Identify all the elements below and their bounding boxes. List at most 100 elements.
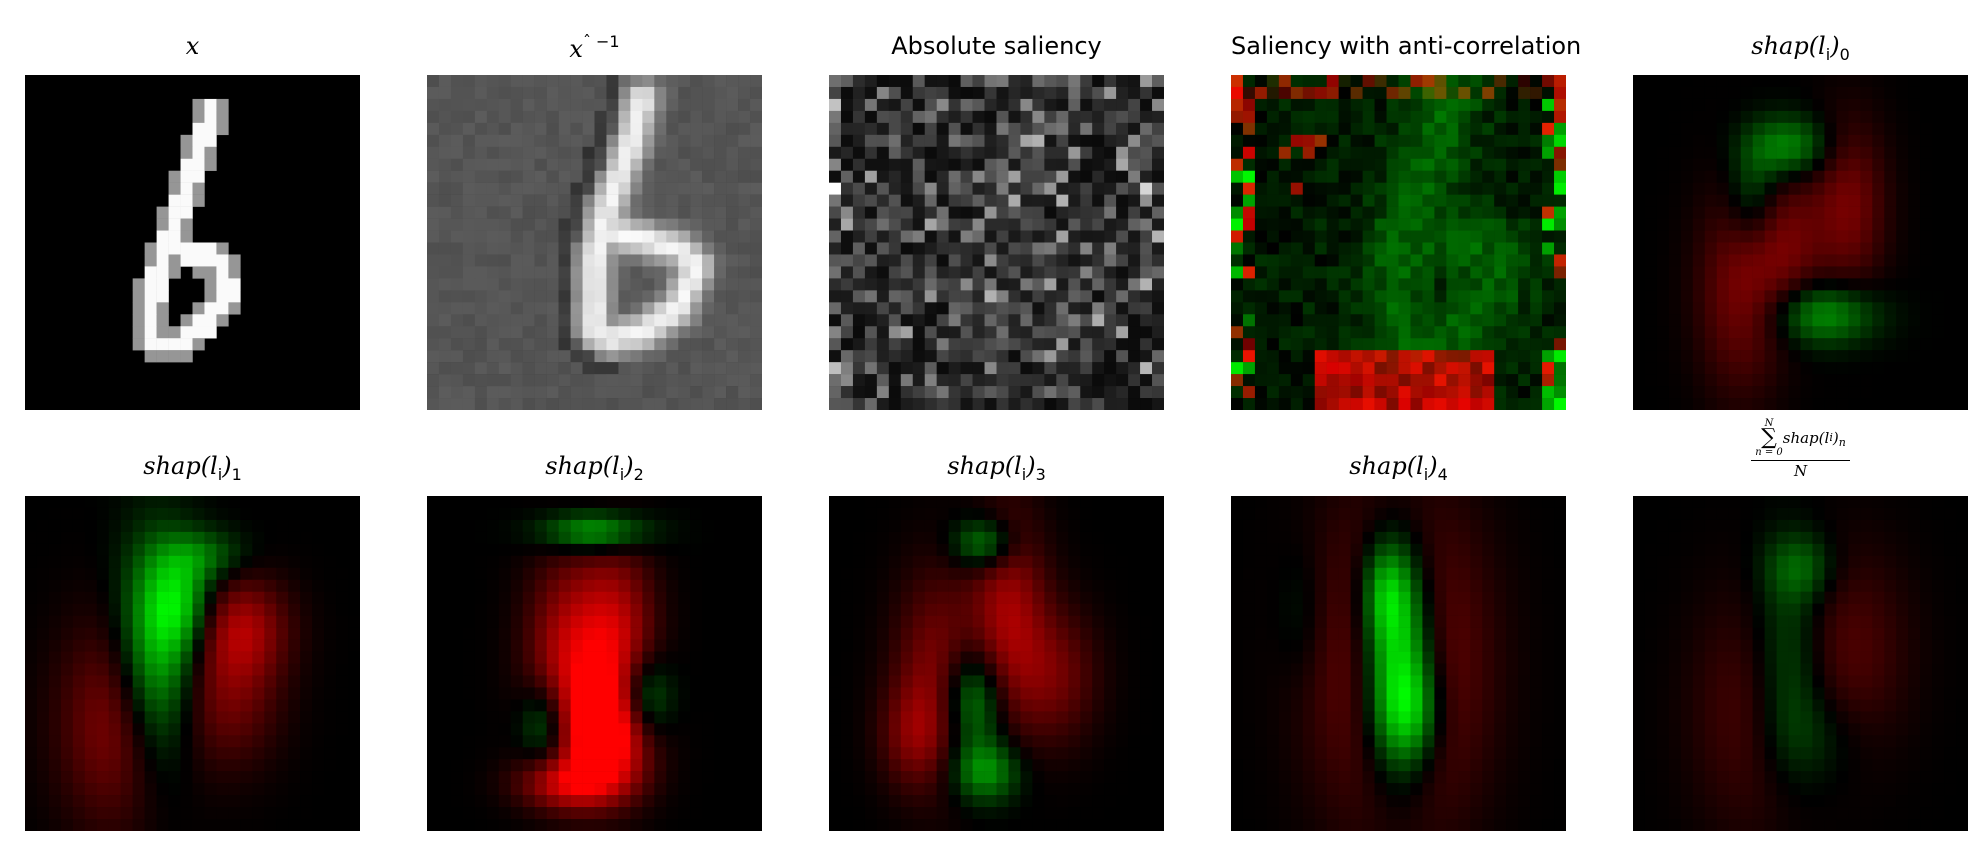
pixel (912, 326, 925, 339)
pixel (1290, 374, 1304, 387)
pixel (948, 194, 961, 207)
pixel (1944, 386, 1957, 399)
pixel (180, 206, 193, 219)
pixel (252, 579, 265, 592)
pixel (1104, 374, 1117, 387)
pixel (1128, 531, 1141, 545)
pixel (558, 807, 571, 820)
pixel (192, 639, 205, 652)
pixel (948, 75, 961, 88)
pixel (750, 75, 762, 88)
pixel (96, 771, 109, 784)
pixel (1956, 386, 1968, 399)
pixel (570, 579, 583, 592)
pixel (1788, 146, 1801, 159)
pixel (438, 206, 452, 219)
pixel (510, 386, 523, 399)
pixel (1290, 218, 1304, 231)
pixel (1231, 182, 1244, 195)
pixel (1633, 362, 1646, 375)
pixel (1633, 170, 1646, 183)
pixel (427, 807, 440, 820)
pixel (522, 783, 535, 796)
pixel (606, 266, 619, 279)
pixel (750, 663, 762, 676)
pixel (888, 326, 902, 339)
pixel (829, 519, 842, 533)
pixel (1231, 374, 1244, 387)
pixel (1788, 302, 1801, 315)
pixel (618, 350, 631, 363)
title-text: shap(l (143, 452, 218, 480)
pixel (1278, 326, 1292, 339)
pixel (168, 771, 181, 784)
pixel (570, 386, 583, 399)
pixel (1470, 122, 1483, 136)
pixel (582, 206, 595, 219)
pixel (924, 218, 937, 231)
pixel (216, 122, 229, 136)
pixel (474, 254, 488, 267)
pixel (1374, 110, 1387, 124)
pixel (180, 218, 193, 231)
pixel (72, 807, 86, 820)
pixel (180, 555, 193, 569)
pixel (348, 759, 360, 772)
pixel (1740, 242, 1753, 255)
pixel (1848, 158, 1861, 171)
pixel (618, 507, 631, 521)
pixel (1290, 350, 1304, 363)
pixel (1152, 519, 1164, 533)
pixel (1692, 386, 1706, 399)
pixel (1740, 75, 1753, 88)
pixel (546, 603, 559, 616)
pixel (1518, 242, 1531, 255)
pixel (972, 314, 985, 327)
pixel (1884, 326, 1897, 339)
pixel (582, 194, 595, 207)
pixel (1068, 531, 1081, 545)
pixel (1128, 350, 1141, 363)
pixel (72, 555, 86, 569)
pixel (522, 338, 535, 351)
pixel (1374, 170, 1387, 183)
pixel (678, 374, 691, 387)
pixel (534, 350, 547, 363)
pixel (996, 75, 1009, 88)
pixel (36, 771, 50, 784)
pixel (1506, 146, 1519, 159)
pixel (348, 543, 360, 557)
pixel (1410, 278, 1423, 291)
pixel (738, 182, 751, 195)
pixel (936, 206, 949, 219)
pixel (534, 795, 547, 808)
pixel (1056, 543, 1069, 557)
pixel (1044, 146, 1057, 159)
shap-1-image (25, 496, 360, 831)
pixel (1290, 134, 1304, 148)
pixel (438, 75, 452, 88)
pixel (1044, 362, 1057, 375)
pixel (546, 783, 559, 796)
pixel (1644, 170, 1658, 183)
pixel (996, 507, 1009, 521)
pixel (348, 496, 360, 509)
pixel (984, 182, 997, 195)
pixel (1116, 326, 1129, 339)
pixel (336, 603, 349, 616)
pixel (702, 723, 715, 736)
pixel (1740, 398, 1753, 410)
pixel (132, 338, 145, 351)
pixel (427, 194, 440, 207)
pixel (1314, 170, 1327, 183)
pixel (72, 687, 86, 700)
pixel (1908, 134, 1921, 148)
pixel (1848, 326, 1861, 339)
pixel (1266, 110, 1280, 124)
pixel (642, 579, 655, 592)
pixel (522, 75, 535, 88)
pixel (534, 663, 547, 676)
pixel (192, 146, 205, 159)
pixel (558, 615, 571, 628)
pixel (690, 75, 703, 88)
